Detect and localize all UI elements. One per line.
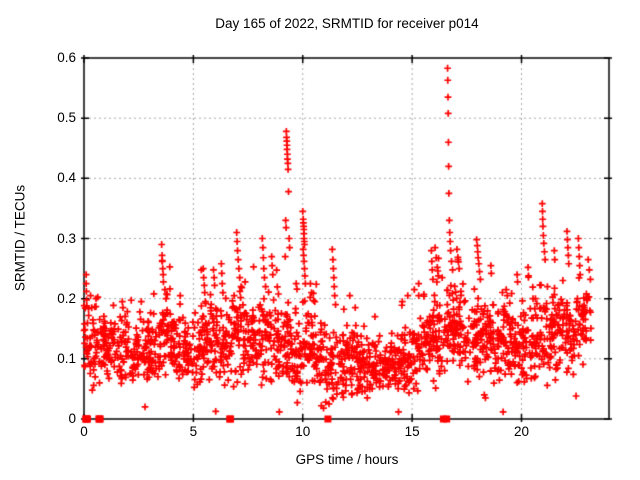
- y-tick-label: 0.2: [57, 290, 76, 306]
- x-tick-label: 5: [189, 424, 198, 439]
- x-tick-label: 15: [404, 424, 420, 439]
- x-axis-label: GPS time / hours: [295, 452, 399, 467]
- x-tick-label: 10: [295, 424, 311, 439]
- chart-title: Day 165 of 2022, SRMTID for receiver p01…: [215, 16, 479, 31]
- y-axis-label: SRMTID / TECUs: [12, 184, 28, 292]
- y-tick-label: 0.5: [57, 110, 76, 126]
- y-tick-label: 0.6: [57, 50, 76, 65]
- y-tick-label: 0.4: [57, 170, 76, 186]
- y-tick-label: 0: [68, 411, 76, 426]
- x-tick-label: 20: [513, 424, 530, 439]
- y-tick-label: 0.3: [57, 230, 76, 246]
- y-tick-label: 0.1: [57, 350, 76, 366]
- x-tick-label: 0: [80, 424, 88, 439]
